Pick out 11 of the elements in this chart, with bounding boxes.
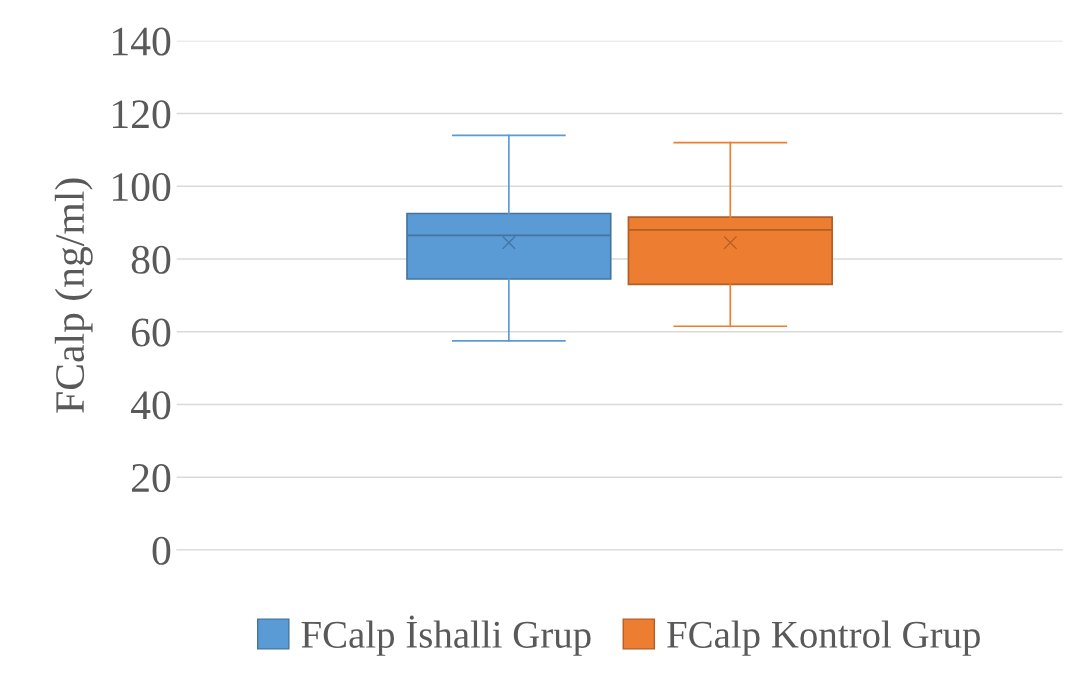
y-tick-label: 40 xyxy=(131,391,171,420)
y-tick-label: 100 xyxy=(113,172,171,202)
y-tick-label: 60 xyxy=(131,318,171,347)
y-tick-label: 0 xyxy=(152,536,171,565)
y-tick-label: 20 xyxy=(132,463,171,493)
legend-label: FCalp Kontrol Grup xyxy=(667,620,980,656)
legend-label: FCalp İshalli Grup xyxy=(301,615,591,656)
y-tick-label: 80 xyxy=(131,245,171,274)
y-axis-title: FCalp (ng/ml) xyxy=(54,178,93,413)
y-tick-label: 140 xyxy=(113,27,171,56)
y-tick-label: 120 xyxy=(113,100,171,129)
